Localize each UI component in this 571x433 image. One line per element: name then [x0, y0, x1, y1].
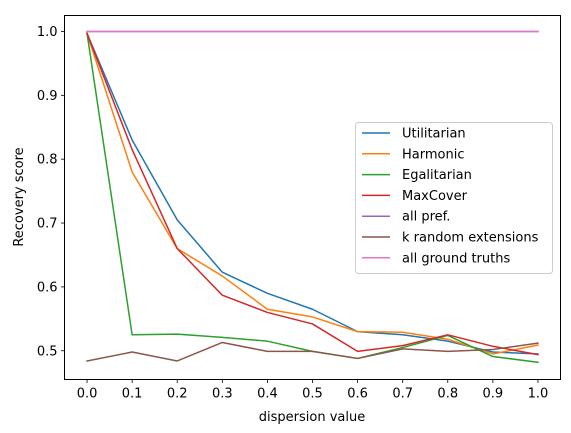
x-tick-label: 0.7	[392, 387, 413, 402]
legend-label-utilitarian: Utilitarian	[402, 127, 466, 142]
legend: Utilitarian Harmonic Egalitarian MaxCover al…	[355, 122, 553, 274]
x-tick-label: 0.5	[302, 387, 323, 402]
legend-label-all-pref: all pref.	[402, 210, 450, 225]
y-tick-label: 0.7	[37, 217, 58, 232]
x-tick-label: 1.0	[528, 387, 549, 402]
y-axis-label: Recovery score	[12, 147, 27, 246]
x-tick-label: 0.9	[483, 387, 504, 402]
series-line-harmonic	[86, 32, 539, 355]
x-tick-label: 0.6	[347, 387, 368, 402]
legend-label-all-ground-truths: all ground truths	[402, 251, 510, 266]
series-layer	[86, 30, 539, 364]
x-tick-label: 0.8	[437, 387, 458, 402]
y-axis: 0.5 0.6 0.7 0.8 0.9 1.0	[37, 25, 65, 359]
x-tick-label: 0.1	[122, 387, 143, 402]
y-tick-label: 0.9	[37, 89, 58, 104]
x-tick-label: 0.4	[257, 387, 278, 402]
legend-label-egalitarian: Egalitarian	[402, 168, 472, 183]
y-tick-label: 0.8	[37, 153, 58, 168]
y-tick-label: 1.0	[37, 25, 58, 40]
legend-label-harmonic: Harmonic	[402, 147, 464, 162]
x-axis: 0.0 0.1 0.2 0.3 0.4 0.5 0.6 0.7 0.8 0.9 1.0	[77, 379, 549, 402]
y-tick-label: 0.6	[37, 280, 58, 295]
legend-label-k-random-extensions: k random extensions	[402, 231, 539, 246]
x-tick-label: 0.0	[77, 387, 98, 402]
x-tick-label: 0.2	[167, 387, 188, 402]
legend-label-maxcover: MaxCover	[402, 189, 468, 204]
y-tick-label: 0.5	[37, 344, 58, 359]
series-line-k-random-extensions	[86, 341, 539, 362]
x-tick-label: 0.3	[212, 387, 233, 402]
series-line-maxcover	[86, 32, 539, 356]
x-axis-label: dispersion value	[259, 410, 365, 425]
legend-frame	[355, 122, 553, 274]
